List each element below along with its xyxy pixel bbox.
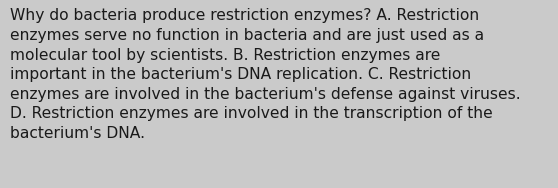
Text: Why do bacteria produce restriction enzymes? A. Restriction
enzymes serve no fun: Why do bacteria produce restriction enzy…	[10, 8, 521, 141]
